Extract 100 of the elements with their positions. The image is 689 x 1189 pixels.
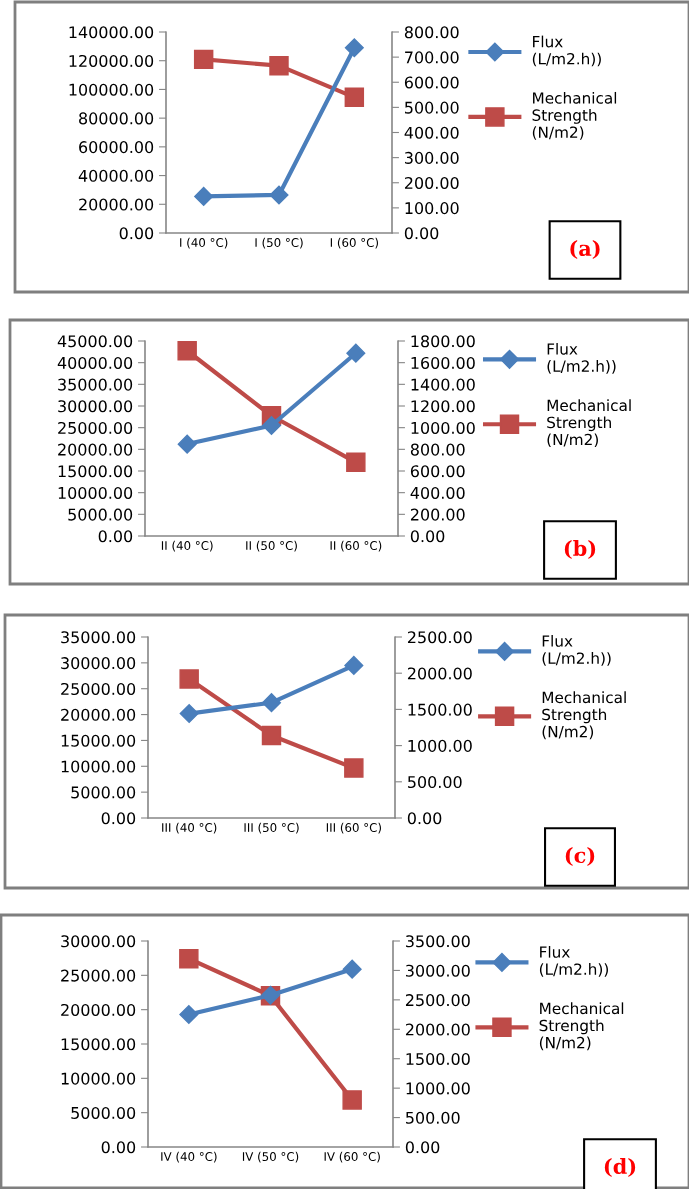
y2-tick-label: 1200.00 xyxy=(411,400,475,413)
y2-tick-label: 400.00 xyxy=(404,126,459,139)
y2-tick-label: 2500.00 xyxy=(407,631,472,644)
point xyxy=(179,704,199,724)
x-tick-label: II (40 °C) xyxy=(161,540,213,552)
y-tick-label: 35000.00 xyxy=(58,378,133,391)
x-tick-label: II (60 °C) xyxy=(330,540,382,552)
y2-tick-label: 3000.00 xyxy=(406,964,470,977)
y-tick-label: 100000.00 xyxy=(69,83,154,96)
y2-tick-label: 0.00 xyxy=(405,1141,440,1154)
y2-tick-label: 1400.00 xyxy=(411,378,475,391)
point xyxy=(269,185,289,205)
y2-tick-label: 200.00 xyxy=(410,508,465,521)
y-tick-label: 30000.00 xyxy=(61,657,136,670)
point xyxy=(269,55,289,76)
y-tick-label: 45000.00 xyxy=(57,335,133,348)
point xyxy=(342,959,362,979)
y-tick-label: 0.00 xyxy=(101,1141,136,1154)
y-tick-label: 0.00 xyxy=(119,227,154,240)
x-tick-label: I (50 °C) xyxy=(255,237,303,249)
y2-tick-label: 800.00 xyxy=(410,443,465,456)
y2-tick-label: 200.00 xyxy=(404,176,459,190)
y2-tick-label: 1500.00 xyxy=(408,703,472,716)
y-tick-label: 10000.00 xyxy=(61,760,136,773)
y2-tick-label: 700.00 xyxy=(405,51,459,64)
point xyxy=(194,186,214,206)
legend-label: Flux (L/m2.h)) xyxy=(532,35,601,67)
point xyxy=(261,693,282,713)
y-tick-label: 15000.00 xyxy=(58,465,133,478)
legend-label: Mechanical Strength (N/m2) xyxy=(532,91,617,140)
y-tick-label: 20000.00 xyxy=(58,443,133,456)
y2-tick-label: 1600.00 xyxy=(411,356,475,369)
y-tick-label: 140000.00 xyxy=(69,26,154,39)
y2-tick-label: 0.00 xyxy=(407,812,442,825)
y-tick-label: 30000.00 xyxy=(58,400,133,413)
text: (d) xyxy=(604,1157,636,1177)
point xyxy=(177,434,197,454)
x-tick-label: I (60 °C) xyxy=(330,237,378,249)
text: (c) xyxy=(565,846,595,866)
point xyxy=(179,1004,199,1025)
y-tick-label: 80000.00 xyxy=(79,112,154,125)
y2-tick-label: 1000.00 xyxy=(406,1082,470,1095)
legend-label: Flux (L/m2.h)) xyxy=(542,635,611,666)
y-tick-label: 5000.00 xyxy=(71,1106,136,1119)
y-tick-label: 20000.00 xyxy=(61,1003,136,1016)
y2-tick-label: 100.00 xyxy=(405,202,459,215)
point xyxy=(346,452,366,473)
point xyxy=(344,655,364,675)
x-tick-label: II (50 °C) xyxy=(246,540,297,552)
y2-tick-label: 1500.00 xyxy=(406,1052,470,1066)
y2-tick-label: 500.00 xyxy=(406,1111,460,1124)
point xyxy=(344,38,364,58)
y-tick-label: 60000.00 xyxy=(79,141,154,154)
point xyxy=(261,725,282,746)
y2-tick-label: 300.00 xyxy=(405,151,459,164)
y2-tick-label: 0.00 xyxy=(410,530,445,543)
x-tick-label: I (40 °C) xyxy=(180,237,228,249)
y-tick-label: 20000.00 xyxy=(79,198,154,211)
y-tick-label: 25000.00 xyxy=(61,969,136,982)
y2-tick-label: 0.00 xyxy=(404,227,439,240)
y-tick-label: 10000.00 xyxy=(58,486,133,499)
point xyxy=(344,87,365,108)
x-tick-label: III (60 °C) xyxy=(326,822,381,834)
point xyxy=(177,341,197,361)
y-tick-label: 20000.00 xyxy=(61,708,136,721)
y-tick-label: 15000.00 xyxy=(61,734,136,747)
y-tick-label: 25000.00 xyxy=(58,421,133,434)
x-tick-label: III (40 °C) xyxy=(162,822,217,834)
y-tick-label: 30000.00 xyxy=(61,935,136,948)
point xyxy=(344,758,364,778)
y2-tick-label: 500.00 xyxy=(405,101,459,114)
y2-tick-label: 1000.00 xyxy=(408,739,472,752)
y-tick-label: 0.00 xyxy=(101,812,136,825)
y-tick-label: 5000.00 xyxy=(71,786,136,799)
legend-label: Flux (L/m2.h)) xyxy=(539,946,608,977)
legend-label: Mechanical Strength (N/m2) xyxy=(542,691,626,740)
y-tick-label: 10000.00 xyxy=(61,1072,136,1085)
x-tick-label: IV (50 °C) xyxy=(242,1151,299,1163)
x-tick-label: III (50 °C) xyxy=(244,822,299,834)
x-tick-label: IV (60 °C) xyxy=(324,1151,380,1163)
y-tick-label: 25000.00 xyxy=(61,682,136,696)
y2-tick-label: 2000.00 xyxy=(407,667,472,680)
y2-tick-label: 400.00 xyxy=(410,486,465,499)
point xyxy=(193,49,214,70)
point xyxy=(179,948,199,969)
y-tick-label: 15000.00 xyxy=(61,1038,136,1051)
y2-tick-label: 1000.00 xyxy=(411,421,475,434)
y-tick-label: 5000.00 xyxy=(68,508,133,521)
point xyxy=(261,415,282,436)
point xyxy=(342,1090,362,1110)
x-tick-label: IV (40 °C) xyxy=(161,1151,217,1163)
y2-tick-label: 800.00 xyxy=(404,26,459,39)
point xyxy=(179,669,199,689)
legend-label: Flux (L/m2.h)) xyxy=(547,342,616,374)
y-tick-label: 0.00 xyxy=(98,530,133,543)
text: (a) xyxy=(570,239,600,259)
y2-tick-label: 2000.00 xyxy=(405,1023,470,1036)
y2-tick-label: 500.00 xyxy=(408,776,462,789)
y-tick-label: 40000.00 xyxy=(57,356,133,369)
legend-label: Mechanical Strength (N/m2) xyxy=(547,399,631,448)
